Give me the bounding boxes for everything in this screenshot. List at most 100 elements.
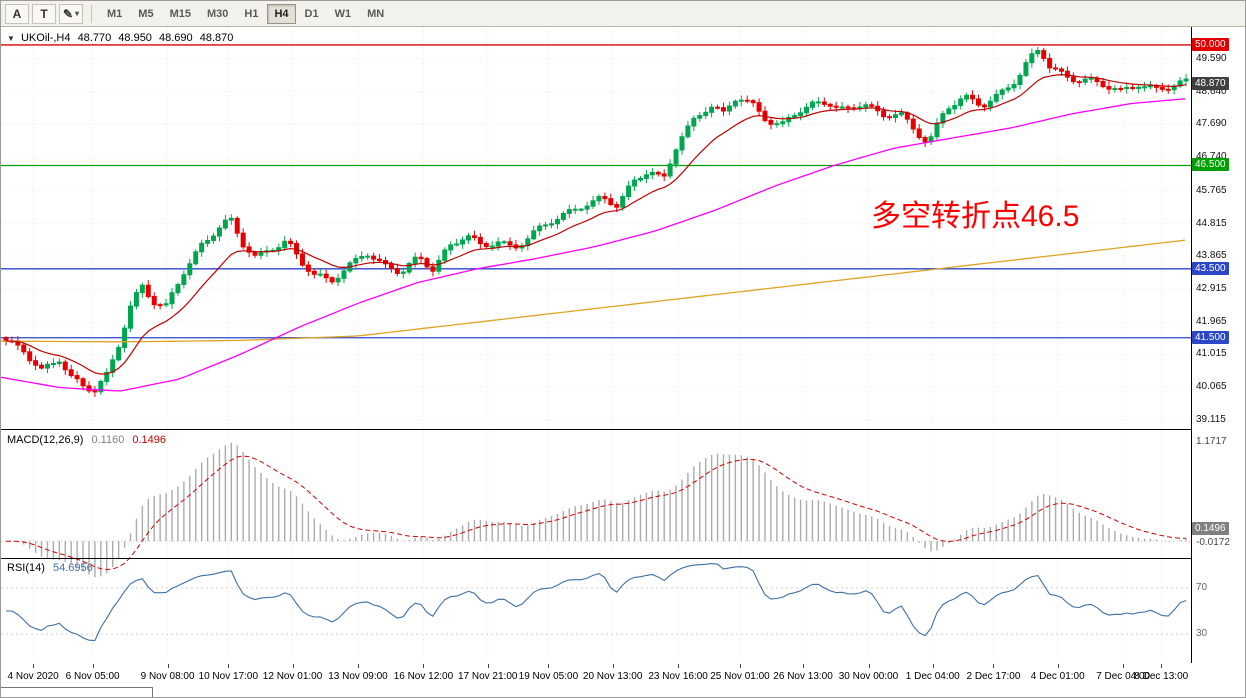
pointer-tool-icon: A — [12, 6, 22, 21]
ma-fast-line — [6, 73, 1187, 375]
ohlc-close: 48.870 — [199, 32, 234, 44]
chart-plot-area[interactable] — [1, 27, 1191, 663]
axis-tick-label: 49.590 — [1196, 53, 1227, 65]
chart-menu-icon[interactable]: ▼ — [7, 34, 15, 43]
timeframe-button-m1[interactable]: M1 — [107, 7, 123, 20]
axis-tick-label: 30 — [1196, 628, 1208, 640]
timeframe-button-h1[interactable]: H1 — [244, 7, 259, 20]
timeframe-button-mn[interactable]: MN — [367, 7, 385, 20]
axis-tick-label: 44.815 — [1196, 217, 1227, 229]
time-tick-mark — [548, 664, 550, 668]
chart-symbol-label: UKOil-,H4 — [20, 32, 71, 44]
axis-tick-label: 46.740 — [1196, 151, 1227, 163]
pane-divider-macd[interactable] — [1, 429, 1245, 430]
chevron-down-icon: ▾ — [75, 9, 80, 18]
status-panel — [1, 687, 153, 697]
macd-signal-value: 0.1496 — [132, 434, 167, 446]
timeframe-button-h4[interactable]: H4 — [267, 3, 296, 24]
ma-mid-line — [1, 98, 1186, 392]
candles-bear — [3, 47, 1171, 397]
macd-value-badge: 0.1496 — [1192, 521, 1229, 535]
time-tick-mark — [33, 664, 35, 668]
time-tick-mark — [1057, 664, 1059, 668]
time-tick-mark — [487, 664, 489, 668]
pointer-tool-button[interactable]: A — [5, 3, 29, 24]
rsi-name: RSI(14) — [7, 562, 45, 574]
axis-tick-label: 41.965 — [1196, 315, 1227, 327]
macd-signal-line — [6, 455, 1186, 571]
toolbar: A T ✎ ▾ M1 M5 M15 M30 H1 H4 D1 W1 MN — [1, 1, 1245, 27]
axis-tick-label: 47.690 — [1196, 118, 1227, 130]
time-tick-label: 13 Nov 09:00 — [328, 671, 388, 682]
axis-tick-label: 1.1717 — [1196, 436, 1227, 448]
pane-divider-rsi[interactable] — [1, 558, 1245, 559]
rsi-line — [6, 563, 1187, 642]
rsi-indicator-label: RSI(14) 54.6956 — [7, 562, 98, 574]
chart-title: ▼ UKOil-,H4 48.770 48.950 48.690 48.870 — [7, 32, 237, 44]
time-tick-label: 12 Nov 01:00 — [262, 671, 323, 682]
time-tick-label: 4 Nov 2020 — [7, 671, 59, 682]
draw-tool-button[interactable]: ✎ ▾ — [59, 3, 83, 24]
time-tick-mark — [167, 664, 169, 668]
time-tick-mark — [1123, 664, 1125, 668]
time-tick-mark — [803, 664, 805, 668]
time-tick-label: 2 Dec 17:00 — [966, 671, 1021, 682]
time-tick-label: 9 Nov 08:00 — [140, 671, 195, 682]
time-tick-mark — [292, 664, 294, 668]
toolbar-separator — [91, 4, 92, 23]
ma-slow-line — [1, 239, 1186, 343]
price-badge: 50.000 — [1192, 37, 1229, 51]
time-tick-label: 26 Nov 13:00 — [773, 671, 833, 682]
timeframe-button-w1[interactable]: W1 — [334, 7, 352, 20]
time-tick-label: 4 Dec 01:00 — [1030, 671, 1085, 682]
candles-bull — [44, 47, 1189, 395]
time-tick-mark — [423, 664, 425, 668]
axis-tick-label: -0.0172 — [1196, 536, 1230, 548]
price-axis[interactable]: 49.590 48.640 47.690 46.740 45.765 44.815 43.8… — [1192, 27, 1245, 663]
draw-tool-icon: ✎ — [62, 6, 74, 21]
time-tick-mark — [228, 664, 230, 668]
horizontal-level-lines — [1, 44, 1191, 339]
timeframe-button-m5[interactable]: M5 — [138, 7, 154, 20]
timeframe-button-m15[interactable]: M15 — [169, 7, 191, 20]
macd-histogram — [11, 442, 1187, 578]
time-tick-label: 10 Nov 17:00 — [198, 671, 259, 682]
time-tick-label: 8 Dec 13:00 — [1134, 671, 1189, 682]
ohlc-high: 48.950 — [118, 32, 152, 44]
timeframe-button-d1[interactable]: D1 — [304, 7, 319, 20]
axis-tick-label: 39.115 — [1196, 413, 1226, 425]
time-tick-label: 23 Nov 16:00 — [648, 671, 708, 682]
price-badge: 41.500 — [1192, 330, 1229, 344]
price-badge: 43.500 — [1192, 261, 1229, 275]
time-tick-mark — [92, 664, 94, 668]
macd-value: 0.1160 — [91, 434, 125, 446]
time-tick-mark — [868, 664, 870, 668]
ohlc-open: 48.770 — [77, 32, 112, 44]
time-tick-label: 7 Dec 04:00 — [1096, 671, 1151, 682]
price-axis-border — [1191, 27, 1192, 663]
time-tick-mark — [678, 664, 680, 668]
time-tick-mark — [993, 664, 995, 668]
axis-tick-label: 48.640 — [1196, 85, 1227, 97]
price-badge: 48.870 — [1192, 76, 1229, 90]
axis-tick-label: 43.865 — [1196, 250, 1227, 262]
ohlc-low: 48.690 — [159, 32, 193, 44]
axis-tick-label: 70 — [1196, 581, 1208, 593]
time-tick-mark — [739, 664, 741, 668]
time-tick-label: 25 Nov 01:00 — [710, 671, 770, 682]
time-tick-label: 30 Nov 00:00 — [838, 671, 899, 682]
time-tick-mark — [358, 664, 359, 668]
time-tick-mark — [1161, 664, 1163, 668]
text-tool-button[interactable]: T — [32, 3, 56, 24]
time-tick-label: 16 Nov 12:00 — [393, 671, 454, 682]
macd-indicator-label: MACD(12,26,9) 0.1160 0.1496 — [7, 434, 171, 446]
time-tick-mark — [612, 664, 614, 668]
time-tick-label: 1 Dec 04:00 — [905, 671, 960, 682]
macd-name: MACD(12,26,9) — [7, 434, 84, 446]
timeframe-button-m30[interactable]: M30 — [206, 7, 229, 20]
time-tick-label: 17 Nov 21:00 — [457, 671, 518, 682]
axis-tick-label: 40.065 — [1196, 381, 1227, 393]
time-axis[interactable]: 4 Nov 2020 6 Nov 05:00 9 Nov 08:00 10 Nov 1… — [1, 663, 1245, 687]
axis-tick-label: 42.915 — [1196, 282, 1227, 294]
